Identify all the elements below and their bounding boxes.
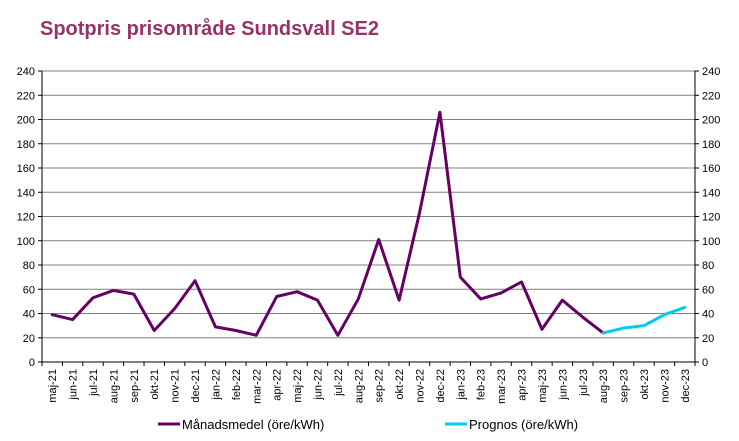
- y-tick-label-left: 40: [23, 309, 35, 321]
- y-tick-label-right: 40: [702, 309, 714, 321]
- x-tick-label: apr-23: [517, 369, 529, 401]
- y-tick-label-left: 120: [17, 212, 35, 224]
- x-tick-label: jan-23: [455, 369, 467, 401]
- y-tick-label-right: 100: [702, 236, 720, 248]
- x-tick-label: dec-21: [190, 369, 202, 403]
- x-tick-label: sep-23: [619, 369, 631, 403]
- x-tick-label: dec-23: [680, 369, 692, 403]
- x-tick-label: nov-22: [415, 369, 427, 403]
- legend-label-0: Månadsmedel (öre/kWh): [182, 417, 324, 432]
- legend-label-1: Prognos (öre/kWh): [469, 417, 578, 432]
- x-tick-label: feb-23: [476, 369, 488, 400]
- x-tick-label: jul-21: [88, 369, 100, 397]
- x-tick-label: nov-21: [170, 369, 182, 403]
- x-tick-label: aug-22: [353, 369, 365, 403]
- y-tick-label-right: 180: [702, 139, 720, 151]
- y-axis-left: 0 20 40 60 80 100 120 140 160 180 200 220 240: [17, 66, 42, 369]
- y-tick-label-left: 160: [17, 163, 35, 175]
- y-tick-label-right: 80: [702, 260, 714, 272]
- y-tick-label-right: 140: [702, 187, 720, 199]
- x-tick-label: okt-23: [639, 369, 651, 400]
- y-tick-label-left: 180: [17, 139, 35, 151]
- x-tick-label: nov-23: [659, 369, 671, 403]
- x-tick-label: sep-21: [129, 369, 141, 403]
- x-tick-label: mar-22: [251, 369, 263, 404]
- x-tick-label: jul-22: [333, 369, 345, 397]
- x-tick-label: sep-22: [374, 369, 386, 403]
- y-tick-label-right: 220: [702, 90, 720, 102]
- y-tick-label-left: 140: [17, 187, 35, 199]
- y-tick-label-right: 200: [702, 115, 720, 127]
- y-tick-label-left: 60: [23, 284, 35, 296]
- y-tick-label-right: 20: [702, 333, 714, 345]
- x-tick-label: aug-23: [598, 369, 610, 403]
- x-tick-label: okt-21: [149, 369, 161, 400]
- series-line-0: [50, 110, 605, 337]
- y-axis-right: 0 20 40 60 80 100 120 140 160 180 200 220 240: [695, 66, 720, 369]
- x-tick-label: feb-22: [231, 369, 243, 400]
- x-tick-label: apr-22: [272, 369, 284, 401]
- gridlines: [42, 70, 695, 339]
- x-tick-label: aug-21: [108, 369, 120, 403]
- x-tick-label: dec-22: [435, 369, 447, 403]
- y-tick-label-right: 60: [702, 284, 714, 296]
- series-line-1: [601, 305, 687, 335]
- x-tick-label: mar-23: [496, 369, 508, 404]
- legend: Månadsmedel (öre/kWh) Prognos (öre/kWh): [158, 417, 578, 432]
- y-tick-label-left: 0: [29, 357, 35, 369]
- series-lines: [50, 110, 687, 337]
- axes: [41, 71, 696, 366]
- x-axis-labels: maj-21 jun-21 jul-21 aug-21 sep-21 okt-21 nov-…: [47, 369, 692, 404]
- y-tick-label-right: 120: [702, 212, 720, 224]
- x-tick-label: jun-22: [312, 369, 324, 401]
- y-tick-label-left: 100: [17, 236, 35, 248]
- x-tick-label: maj-21: [47, 369, 59, 403]
- y-tick-label-left: 80: [23, 260, 35, 272]
- y-tick-label-left: 20: [23, 333, 35, 345]
- x-tick-label: maj-22: [292, 369, 304, 403]
- y-tick-label-left: 240: [17, 66, 35, 78]
- x-tick-label: jun-21: [68, 369, 80, 401]
- x-tick-label: maj-23: [537, 369, 549, 403]
- y-tick-label-left: 220: [17, 90, 35, 102]
- x-tick-label: jun-23: [557, 369, 569, 401]
- y-tick-label-right: 0: [702, 357, 708, 369]
- chart-title: Spotpris prisområde Sundsvall SE2: [40, 18, 379, 40]
- y-tick-label-left: 200: [17, 115, 35, 127]
- y-tick-label-right: 160: [702, 163, 720, 175]
- x-tick-label: jul-23: [578, 369, 590, 397]
- x-tick-label: jan-22: [210, 369, 222, 401]
- x-tick-label: okt-22: [394, 369, 406, 400]
- y-tick-label-right: 240: [702, 66, 720, 78]
